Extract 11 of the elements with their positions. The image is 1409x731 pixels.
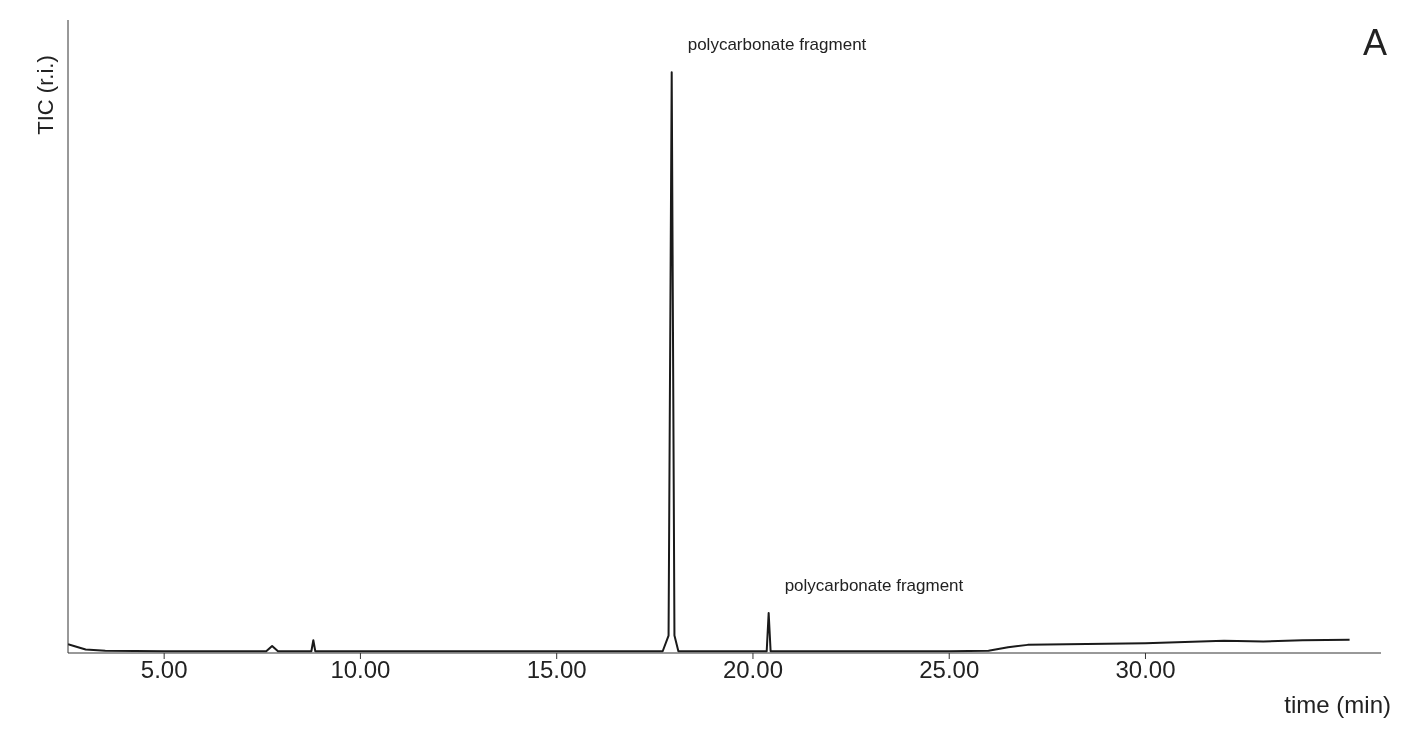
x-tick-label: 15.00: [526, 656, 587, 684]
annotation: polycarbonate fragment: [784, 575, 964, 595]
x-tick-label: 5.00: [140, 656, 188, 684]
x-tick-label: 25.00: [919, 656, 980, 684]
x-tick-label: 30.00: [1115, 656, 1176, 684]
text: A: [1362, 22, 1387, 64]
x-axis-title: time (min): [1284, 691, 1391, 718]
y-axis-title: TIC (r.i.): [32, 55, 58, 135]
annotation: polycarbonate fragment: [687, 35, 867, 55]
x-tick-label: 10.00: [330, 656, 391, 684]
x-tick-label: 20.00: [722, 656, 783, 684]
